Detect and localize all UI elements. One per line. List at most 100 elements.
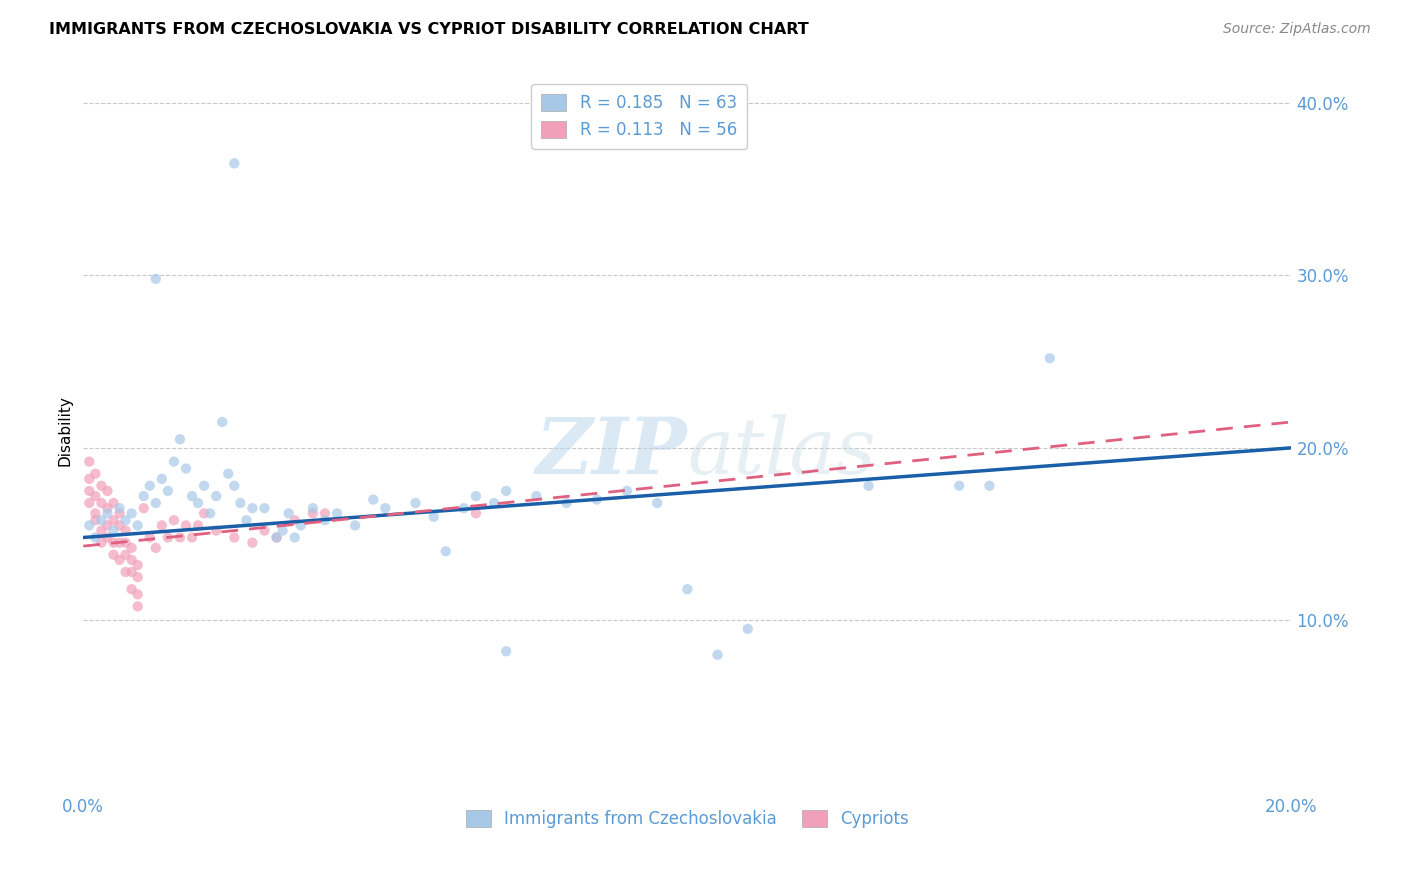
- Point: [224, 156, 246, 170]
- Point: [84, 506, 107, 520]
- Y-axis label: Disability: Disability: [58, 395, 72, 466]
- Point: [139, 531, 162, 545]
- Point: [96, 501, 118, 516]
- Point: [858, 479, 880, 493]
- Point: [465, 506, 488, 520]
- Point: [169, 432, 191, 446]
- Point: [211, 415, 233, 429]
- Point: [253, 524, 276, 538]
- Point: [193, 506, 215, 520]
- Point: [132, 489, 155, 503]
- Point: [229, 496, 252, 510]
- Point: [121, 565, 143, 579]
- Point: [706, 648, 728, 662]
- Point: [495, 644, 517, 658]
- Point: [103, 535, 125, 549]
- Point: [96, 506, 118, 520]
- Legend: Immigrants from Czechoslovakia, Cypriots: Immigrants from Czechoslovakia, Cypriots: [460, 804, 915, 835]
- Point: [314, 506, 336, 520]
- Point: [127, 587, 149, 601]
- Point: [374, 501, 396, 516]
- Point: [90, 513, 112, 527]
- Point: [737, 622, 759, 636]
- Text: Source: ZipAtlas.com: Source: ZipAtlas.com: [1223, 22, 1371, 37]
- Point: [139, 479, 162, 493]
- Point: [284, 531, 307, 545]
- Point: [96, 483, 118, 498]
- Point: [181, 489, 204, 503]
- Point: [434, 544, 457, 558]
- Point: [235, 513, 257, 527]
- Point: [103, 513, 125, 527]
- Point: [79, 455, 101, 469]
- Point: [103, 496, 125, 510]
- Point: [84, 467, 107, 481]
- Point: [495, 483, 517, 498]
- Point: [90, 535, 112, 549]
- Point: [224, 531, 246, 545]
- Point: [145, 496, 167, 510]
- Point: [79, 483, 101, 498]
- Point: [108, 553, 131, 567]
- Point: [156, 483, 179, 498]
- Point: [277, 506, 299, 520]
- Point: [290, 518, 312, 533]
- Point: [145, 541, 167, 555]
- Point: [90, 479, 112, 493]
- Point: [121, 553, 143, 567]
- Point: [524, 489, 547, 503]
- Point: [169, 531, 191, 545]
- Point: [1039, 351, 1062, 366]
- Text: ZIP: ZIP: [536, 414, 688, 491]
- Point: [132, 501, 155, 516]
- Point: [242, 501, 264, 516]
- Point: [555, 496, 578, 510]
- Point: [121, 506, 143, 520]
- Point: [84, 489, 107, 503]
- Point: [187, 518, 209, 533]
- Point: [114, 535, 136, 549]
- Point: [127, 518, 149, 533]
- Point: [181, 531, 204, 545]
- Point: [79, 496, 101, 510]
- Point: [127, 570, 149, 584]
- Point: [266, 531, 288, 545]
- Point: [150, 472, 173, 486]
- Point: [79, 518, 101, 533]
- Point: [224, 479, 246, 493]
- Point: [482, 496, 505, 510]
- Point: [121, 582, 143, 597]
- Point: [103, 524, 125, 538]
- Point: [90, 496, 112, 510]
- Point: [108, 501, 131, 516]
- Point: [205, 524, 228, 538]
- Point: [405, 496, 427, 510]
- Point: [174, 518, 197, 533]
- Point: [127, 558, 149, 572]
- Point: [108, 535, 131, 549]
- Point: [302, 506, 325, 520]
- Point: [96, 518, 118, 533]
- Point: [103, 548, 125, 562]
- Point: [174, 461, 197, 475]
- Point: [127, 599, 149, 614]
- Point: [979, 479, 1001, 493]
- Point: [585, 492, 607, 507]
- Point: [156, 531, 179, 545]
- Point: [453, 501, 475, 516]
- Point: [108, 506, 131, 520]
- Point: [616, 483, 638, 498]
- Point: [114, 513, 136, 527]
- Text: IMMIGRANTS FROM CZECHOSLOVAKIA VS CYPRIOT DISABILITY CORRELATION CHART: IMMIGRANTS FROM CZECHOSLOVAKIA VS CYPRIO…: [49, 22, 808, 37]
- Point: [271, 524, 294, 538]
- Point: [84, 513, 107, 527]
- Point: [465, 489, 488, 503]
- Point: [114, 524, 136, 538]
- Point: [302, 501, 325, 516]
- Point: [193, 479, 215, 493]
- Point: [84, 531, 107, 545]
- Point: [114, 548, 136, 562]
- Point: [108, 518, 131, 533]
- Point: [253, 501, 276, 516]
- Point: [326, 506, 349, 520]
